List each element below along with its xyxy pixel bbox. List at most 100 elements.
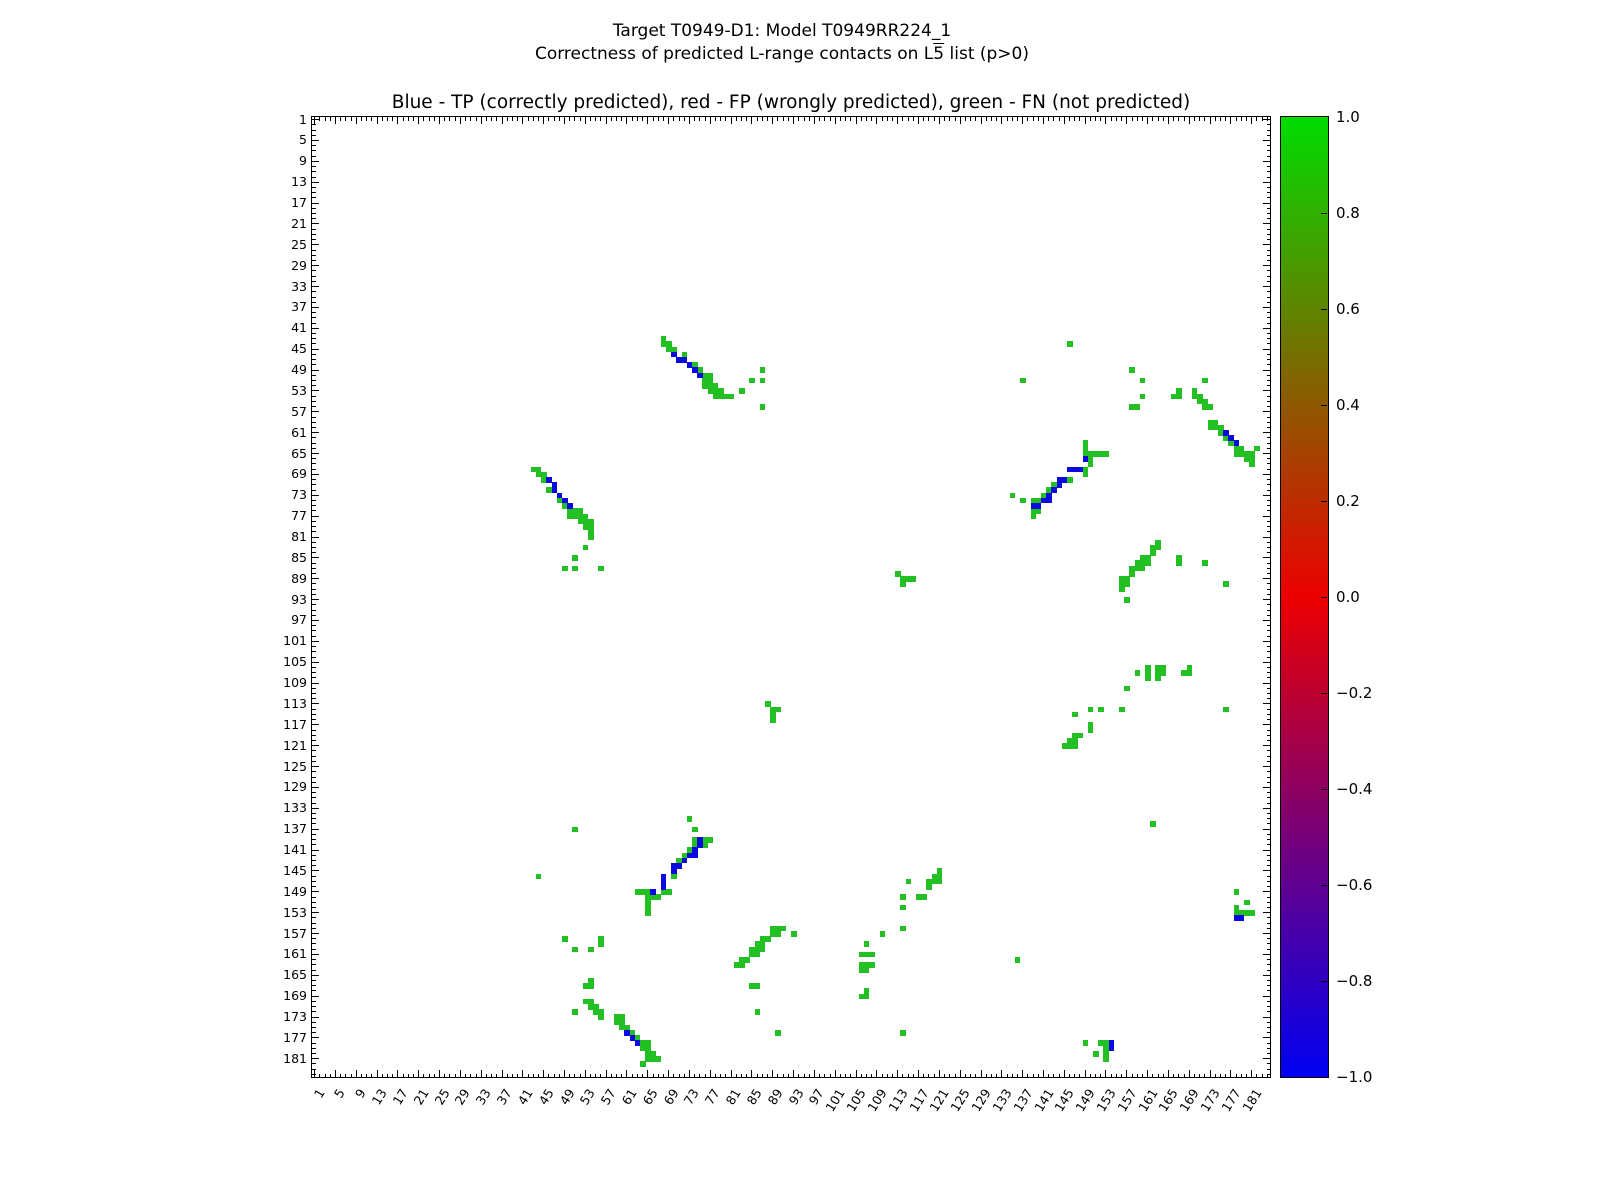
axis-tick: [312, 317, 316, 319]
contact-cell-fn: [1119, 586, 1125, 593]
axis-tick: [938, 117, 940, 124]
axis-tick: [1209, 117, 1211, 124]
axis-tick: [329, 1073, 331, 1077]
axis-tick: [312, 228, 316, 230]
axis-tick: [704, 117, 706, 121]
contact-cell-fn: [718, 388, 724, 394]
axis-tick: [312, 134, 316, 136]
axis-tick: [1266, 531, 1270, 533]
axis-tick: [1263, 119, 1270, 121]
axis-tick: [366, 117, 368, 121]
axis-tick: [1263, 703, 1270, 705]
colorbar-tick-label: 1.0: [1336, 108, 1360, 126]
contact-cell-fn: [1145, 675, 1151, 681]
axis-tick: [1147, 1070, 1149, 1077]
axis-tick: [1121, 117, 1123, 121]
axis-tick: [1152, 117, 1154, 121]
axis-tick: [1084, 1070, 1086, 1077]
contact-cell-fn: [1223, 581, 1229, 587]
axis-tick: [964, 117, 966, 121]
colorbar-tick-label: −0.2: [1336, 684, 1373, 702]
axis-tick: [312, 176, 316, 178]
axis-tick: [616, 1073, 618, 1077]
axis-tick: [1266, 150, 1270, 152]
colorbar-tick: [1321, 404, 1327, 406]
contact-cell-fn: [770, 925, 776, 932]
contact-cell-fn: [640, 1040, 646, 1047]
axis-tick: [1266, 614, 1270, 616]
contact-cell-fn: [1238, 450, 1245, 457]
axis-tick: [746, 1073, 748, 1077]
axis-tick: [1266, 719, 1270, 721]
axis-tick: [312, 515, 319, 517]
axis-tick: [1152, 1073, 1154, 1077]
axis-tick: [1266, 338, 1270, 340]
axis-tick: [312, 771, 316, 773]
axis-tick: [511, 1073, 513, 1077]
axis-tick: [312, 473, 319, 475]
contact-cell-tp: [1056, 477, 1063, 483]
axis-tick: [312, 546, 316, 548]
y-tick-label: 81: [291, 529, 307, 544]
axis-tick: [1266, 192, 1270, 194]
contact-cell-fn: [707, 372, 714, 379]
contact-cell-fn: [1046, 487, 1052, 494]
contact-cell-fn: [660, 889, 667, 895]
axis-tick: [1266, 635, 1270, 637]
axis-tick: [350, 1073, 352, 1077]
axis-tick: [1178, 1073, 1180, 1077]
axis-tick: [312, 823, 316, 825]
axis-tick: [1266, 1068, 1270, 1070]
axis-tick: [1266, 400, 1270, 402]
axis-tick: [1266, 583, 1270, 585]
contact-cell-fn: [759, 377, 766, 384]
contact-cell-fn: [1176, 560, 1182, 567]
axis-tick: [730, 117, 732, 124]
contact-cell-fn: [1139, 393, 1146, 400]
contact-cell-fn: [1129, 367, 1136, 374]
axis-tick: [312, 150, 316, 152]
axis-tick: [652, 1073, 654, 1077]
contact-cell-fn: [1014, 957, 1021, 963]
y-tick-label: 13: [291, 174, 307, 190]
axis-tick: [312, 682, 319, 684]
axis-tick: [954, 1073, 956, 1077]
axis-tick: [1037, 117, 1039, 121]
axis-tick: [772, 117, 774, 124]
contact-cell-fn: [1092, 450, 1099, 457]
axis-tick: [312, 844, 316, 846]
axis-tick: [312, 630, 316, 632]
axis-tick: [923, 1073, 925, 1077]
axis-tick: [579, 1073, 581, 1077]
contact-cell-tp: [1061, 477, 1068, 483]
subtitle-suffix: list (p>0): [944, 44, 1030, 64]
contact-cell-fn: [1243, 899, 1250, 906]
axis-tick: [767, 1073, 769, 1077]
axis-tick: [312, 979, 316, 981]
contact-cell-fn: [900, 925, 906, 932]
contact-cell-fn: [702, 377, 709, 384]
axis-tick: [1263, 369, 1270, 371]
contact-cell-fn: [660, 341, 667, 347]
axis-tick: [312, 786, 319, 788]
contact-cell-fn: [1030, 497, 1037, 504]
axis-tick: [1263, 828, 1270, 830]
axis-tick: [475, 1073, 477, 1077]
axis-tick: [1022, 1070, 1024, 1077]
axis-tick: [312, 379, 316, 381]
contact-cell-fn: [681, 351, 688, 358]
contact-cell-fn: [775, 925, 781, 932]
axis-tick: [312, 536, 319, 538]
axis-tick: [1048, 1073, 1050, 1077]
contact-cell-fn: [863, 962, 870, 968]
colorbar: [1280, 116, 1329, 1078]
contact-cell-fn: [1139, 560, 1146, 567]
y-tick-label: 33: [291, 278, 307, 294]
axis-tick: [517, 1073, 519, 1077]
axis-tick: [312, 687, 316, 689]
axis-tick: [569, 117, 571, 121]
axis-tick: [312, 484, 316, 486]
axis-tick: [850, 117, 852, 121]
axis-tick: [600, 1073, 602, 1077]
contact-cell-fn: [900, 576, 906, 582]
